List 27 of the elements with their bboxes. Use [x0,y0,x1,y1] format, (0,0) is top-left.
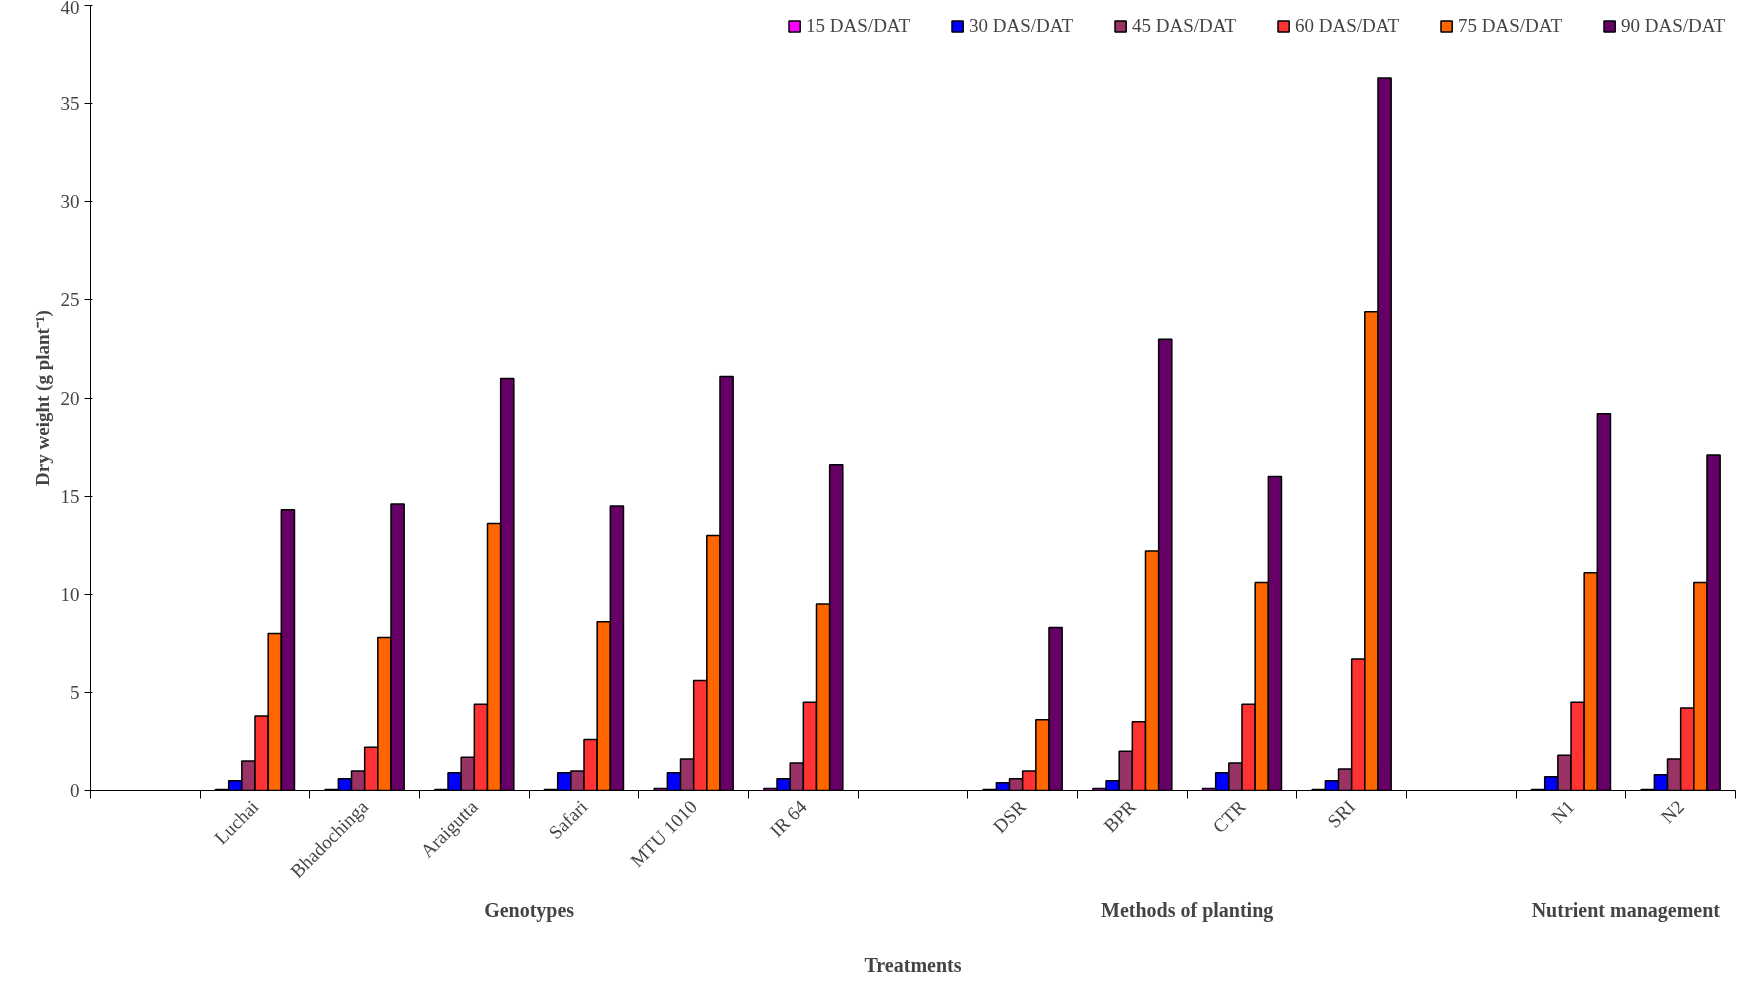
y-axis-title: Dry weight (g plant⁻¹) [31,310,54,486]
y-tick-label: 10 [60,583,80,605]
legend-label: 30 DAS/DAT [969,15,1074,37]
legend-label: 15 DAS/DAT [806,15,911,37]
x-tick-label: DSR [989,795,1031,838]
legend-label: 45 DAS/DAT [1132,15,1237,37]
y-tick-label: 35 [60,93,80,115]
y-tick-label: 40 [60,0,80,18]
text: Methods of planting [1101,898,1274,922]
y-tick-label: 5 [70,681,80,703]
x-tick-label: BPR [1099,795,1140,837]
x-tick-label: SRI [1323,796,1360,832]
text: Nutrient management [1531,898,1721,922]
y-tick-label: 20 [60,387,80,409]
x-tick-label: CTR [1208,795,1250,838]
y-tick-label: 30 [60,191,80,213]
legend-label: 75 DAS/DAT [1458,15,1563,37]
legend-label: 60 DAS/DAT [1295,15,1400,37]
y-tick-label: 25 [60,289,80,311]
legend-label: 90 DAS/DAT [1621,15,1725,37]
x-axis-title: Treatments [864,953,962,976]
y-tick-label: 0 [70,780,80,801]
y-tick-label: 15 [60,485,80,507]
x-tick-label: N2 [1656,796,1689,828]
x-tick-label: N1 [1547,796,1579,828]
x-tick-label: IR 64 [765,795,812,842]
text: Genotypes [484,898,575,922]
